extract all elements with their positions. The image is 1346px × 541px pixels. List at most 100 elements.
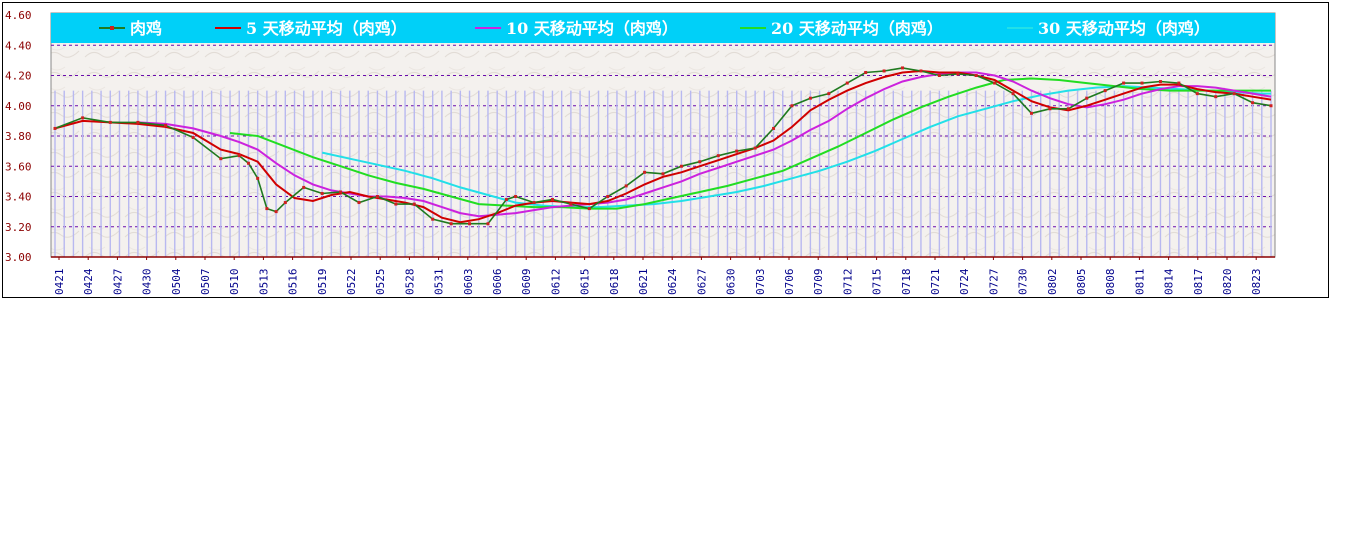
- price-point: [1214, 95, 1218, 99]
- price-point: [1029, 111, 1033, 115]
- price-point: [1103, 89, 1107, 93]
- price-point: [679, 164, 683, 168]
- y-tick-label: 3.40: [5, 191, 32, 204]
- x-tick-label: 0615: [579, 269, 592, 296]
- x-tick-label: 0709: [812, 269, 825, 296]
- price-point: [136, 120, 140, 124]
- y-tick-label: 3.20: [5, 221, 32, 234]
- y-tick-label: 4.20: [5, 70, 32, 83]
- x-tick-label: 0609: [520, 269, 533, 296]
- price-point: [431, 217, 435, 221]
- series-lines: [53, 66, 1273, 226]
- y-tick-label: 3.60: [5, 160, 32, 173]
- price-point: [661, 172, 665, 176]
- price-point: [1251, 101, 1255, 105]
- legend-label-ma10: 10 天移动平均（肉鸡）: [506, 19, 678, 38]
- price-point: [808, 96, 812, 100]
- price-point: [606, 195, 610, 198]
- price-point: [283, 201, 287, 205]
- x-tick-label: 0721: [929, 269, 942, 296]
- x-tick-label: 0630: [725, 269, 738, 296]
- legend-label-ma30: 30 天移动平均（肉鸡）: [1038, 19, 1210, 38]
- x-tick-label: 0513: [257, 269, 270, 296]
- x-tick-label: 0531: [433, 269, 446, 296]
- x-tick-label: 0519: [316, 269, 329, 296]
- x-tick-label: 0606: [491, 269, 504, 296]
- price-point: [716, 154, 720, 158]
- price-point: [587, 207, 591, 211]
- x-tick-label: 0621: [637, 269, 650, 296]
- price-point: [624, 184, 628, 188]
- price-point: [274, 210, 278, 214]
- x-tick-label: 0811: [1133, 269, 1146, 296]
- x-tick-label: 0802: [1046, 269, 1059, 296]
- price-point: [191, 136, 195, 140]
- x-tick-label: 0528: [403, 269, 416, 296]
- price-point: [237, 154, 241, 158]
- price-point: [81, 116, 85, 120]
- price-point: [532, 201, 536, 205]
- x-tick-label: 0430: [141, 269, 154, 296]
- price-point: [1195, 92, 1199, 96]
- price-point: [919, 69, 923, 73]
- x-tick-label: 0823: [1250, 269, 1263, 296]
- price-point: [790, 104, 794, 108]
- price-point: [504, 198, 508, 202]
- price-point: [449, 222, 453, 226]
- x-tick-label: 0706: [783, 269, 796, 296]
- x-tick-label: 0603: [462, 269, 475, 296]
- x-tick-label: 0718: [900, 269, 913, 296]
- price-point: [735, 149, 739, 153]
- legend-label-ma5: 5 天移动平均（肉鸡）: [246, 19, 407, 38]
- y-tick-label: 3.00: [5, 251, 32, 264]
- x-tick-label: 0618: [608, 269, 621, 296]
- price-point: [53, 126, 57, 130]
- price-point: [845, 81, 849, 85]
- x-tick-label: 0424: [82, 268, 95, 295]
- price-point: [357, 201, 361, 205]
- price-point: [256, 176, 260, 180]
- x-tick-label: 0712: [841, 269, 854, 296]
- y-tick-label: 4.40: [5, 39, 32, 52]
- price-point: [698, 160, 702, 164]
- price-point: [1158, 80, 1162, 84]
- price-point: [772, 126, 776, 130]
- price-point: [1232, 92, 1236, 96]
- x-tick-label: 0817: [1192, 269, 1205, 296]
- price-point: [956, 72, 960, 76]
- price-point: [1140, 81, 1144, 85]
- price-point: [550, 198, 554, 202]
- x-tick-label: 0820: [1221, 269, 1234, 296]
- price-point: [1048, 107, 1052, 111]
- x-tick-label: 0808: [1104, 269, 1117, 296]
- price-point: [1269, 104, 1273, 108]
- price-point: [974, 74, 978, 77]
- x-tick-label: 0703: [754, 269, 767, 296]
- y-axis-ticks: 3.00 3.20 3.40 3.60 3.80 4.00 4.20 4.40 4.60: [5, 9, 32, 264]
- x-tick-label: 0507: [199, 269, 212, 296]
- price-point: [1085, 96, 1089, 100]
- price-point: [882, 69, 886, 73]
- legend-label-price: 肉鸡: [130, 19, 162, 38]
- price-point: [569, 202, 573, 206]
- series-line-ma10: [137, 71, 1272, 218]
- chart-frame: 肉鸡 5 天移动平均（肉鸡） 10 天移动平均（肉鸡） 20 天移动平均（肉鸡） 30 …: [2, 2, 1329, 298]
- volume-bars: [54, 90, 1272, 257]
- series-line-ma5: [54, 69, 1272, 224]
- price-point: [108, 120, 112, 124]
- price-point: [901, 66, 905, 70]
- x-tick-label: 0730: [1017, 269, 1030, 296]
- x-tick-label: 0427: [111, 269, 124, 296]
- y-tick-label: 3.80: [5, 130, 32, 143]
- x-tick-label: 0421: [53, 269, 66, 296]
- x-tick-label: 0727: [987, 269, 1000, 296]
- price-point: [993, 81, 997, 85]
- price-point: [164, 123, 168, 127]
- price-point: [1122, 81, 1126, 85]
- price-point: [514, 195, 518, 198]
- price-point: [320, 191, 324, 195]
- price-point: [468, 222, 472, 226]
- x-axis-ticks: 0421 0424 0427 0430 0504 0507 0510 0513 0516 0519…: [53, 257, 1263, 295]
- legend-label-ma20: 20 天移动平均（肉鸡）: [771, 19, 943, 38]
- price-point: [246, 161, 250, 165]
